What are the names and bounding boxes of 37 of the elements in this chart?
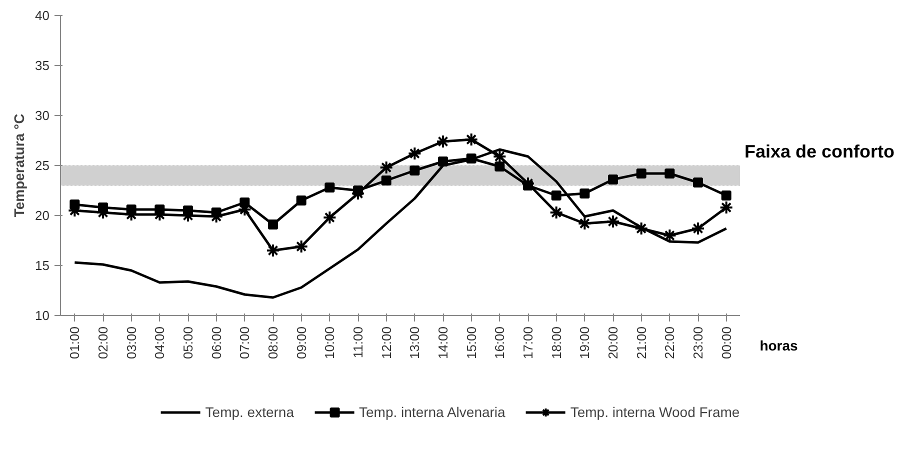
x-tick-label: 09:00 <box>294 326 309 360</box>
x-tick-label: 17:00 <box>520 326 536 360</box>
x-axis-title: horas <box>760 338 798 354</box>
y-tick-label: 10 <box>35 308 50 323</box>
y-tick-label: 40 <box>35 8 50 23</box>
x-tick-label: 21:00 <box>634 326 649 360</box>
y-tick-label: 20 <box>35 208 50 223</box>
x-tick-label: 10:00 <box>322 326 338 360</box>
x-tick-label: 12:00 <box>378 326 394 360</box>
x-tick-label: 22:00 <box>662 326 678 360</box>
y-axis-title: Temperatura °C <box>11 114 28 218</box>
y-tick-label: 25 <box>35 158 50 173</box>
x-tick-label: 20:00 <box>606 326 620 360</box>
x-tick-label: 07:00 <box>237 326 252 360</box>
legend-label: Temp. interna Alvenaria <box>359 404 506 420</box>
x-tick-label: 06:00 <box>208 326 224 360</box>
x-tick-label: 00:00 <box>718 326 734 360</box>
x-tick-label: 14:00 <box>436 326 450 360</box>
x-tick-label: 23:00 <box>690 326 706 360</box>
x-tick-label: 19:00 <box>577 326 592 360</box>
x-tick-label: 08:00 <box>266 326 280 360</box>
x-tick-label: 05:00 <box>180 326 196 360</box>
x-tick-label: 16:00 <box>492 326 508 360</box>
x-tick-label: 02:00 <box>96 326 110 360</box>
x-tick-label: 04:00 <box>152 326 168 360</box>
x-tick-label: 13:00 <box>407 326 422 360</box>
y-tick-label: 35 <box>35 58 50 73</box>
x-tick-label: 01:00 <box>67 326 82 360</box>
x-tick-label: 15:00 <box>464 326 479 360</box>
band-label: Faixa de conforto <box>744 142 895 162</box>
y-tick-label: 15 <box>35 258 50 273</box>
x-tick-label: 11:00 <box>350 326 366 358</box>
x-tick-label: 03:00 <box>124 326 139 360</box>
legend-label: Temp. interna Wood Frame <box>570 404 740 420</box>
legend-label: Temp. externa <box>205 404 294 420</box>
y-tick-label: 30 <box>35 108 50 123</box>
x-tick-label: 18:00 <box>548 326 564 360</box>
